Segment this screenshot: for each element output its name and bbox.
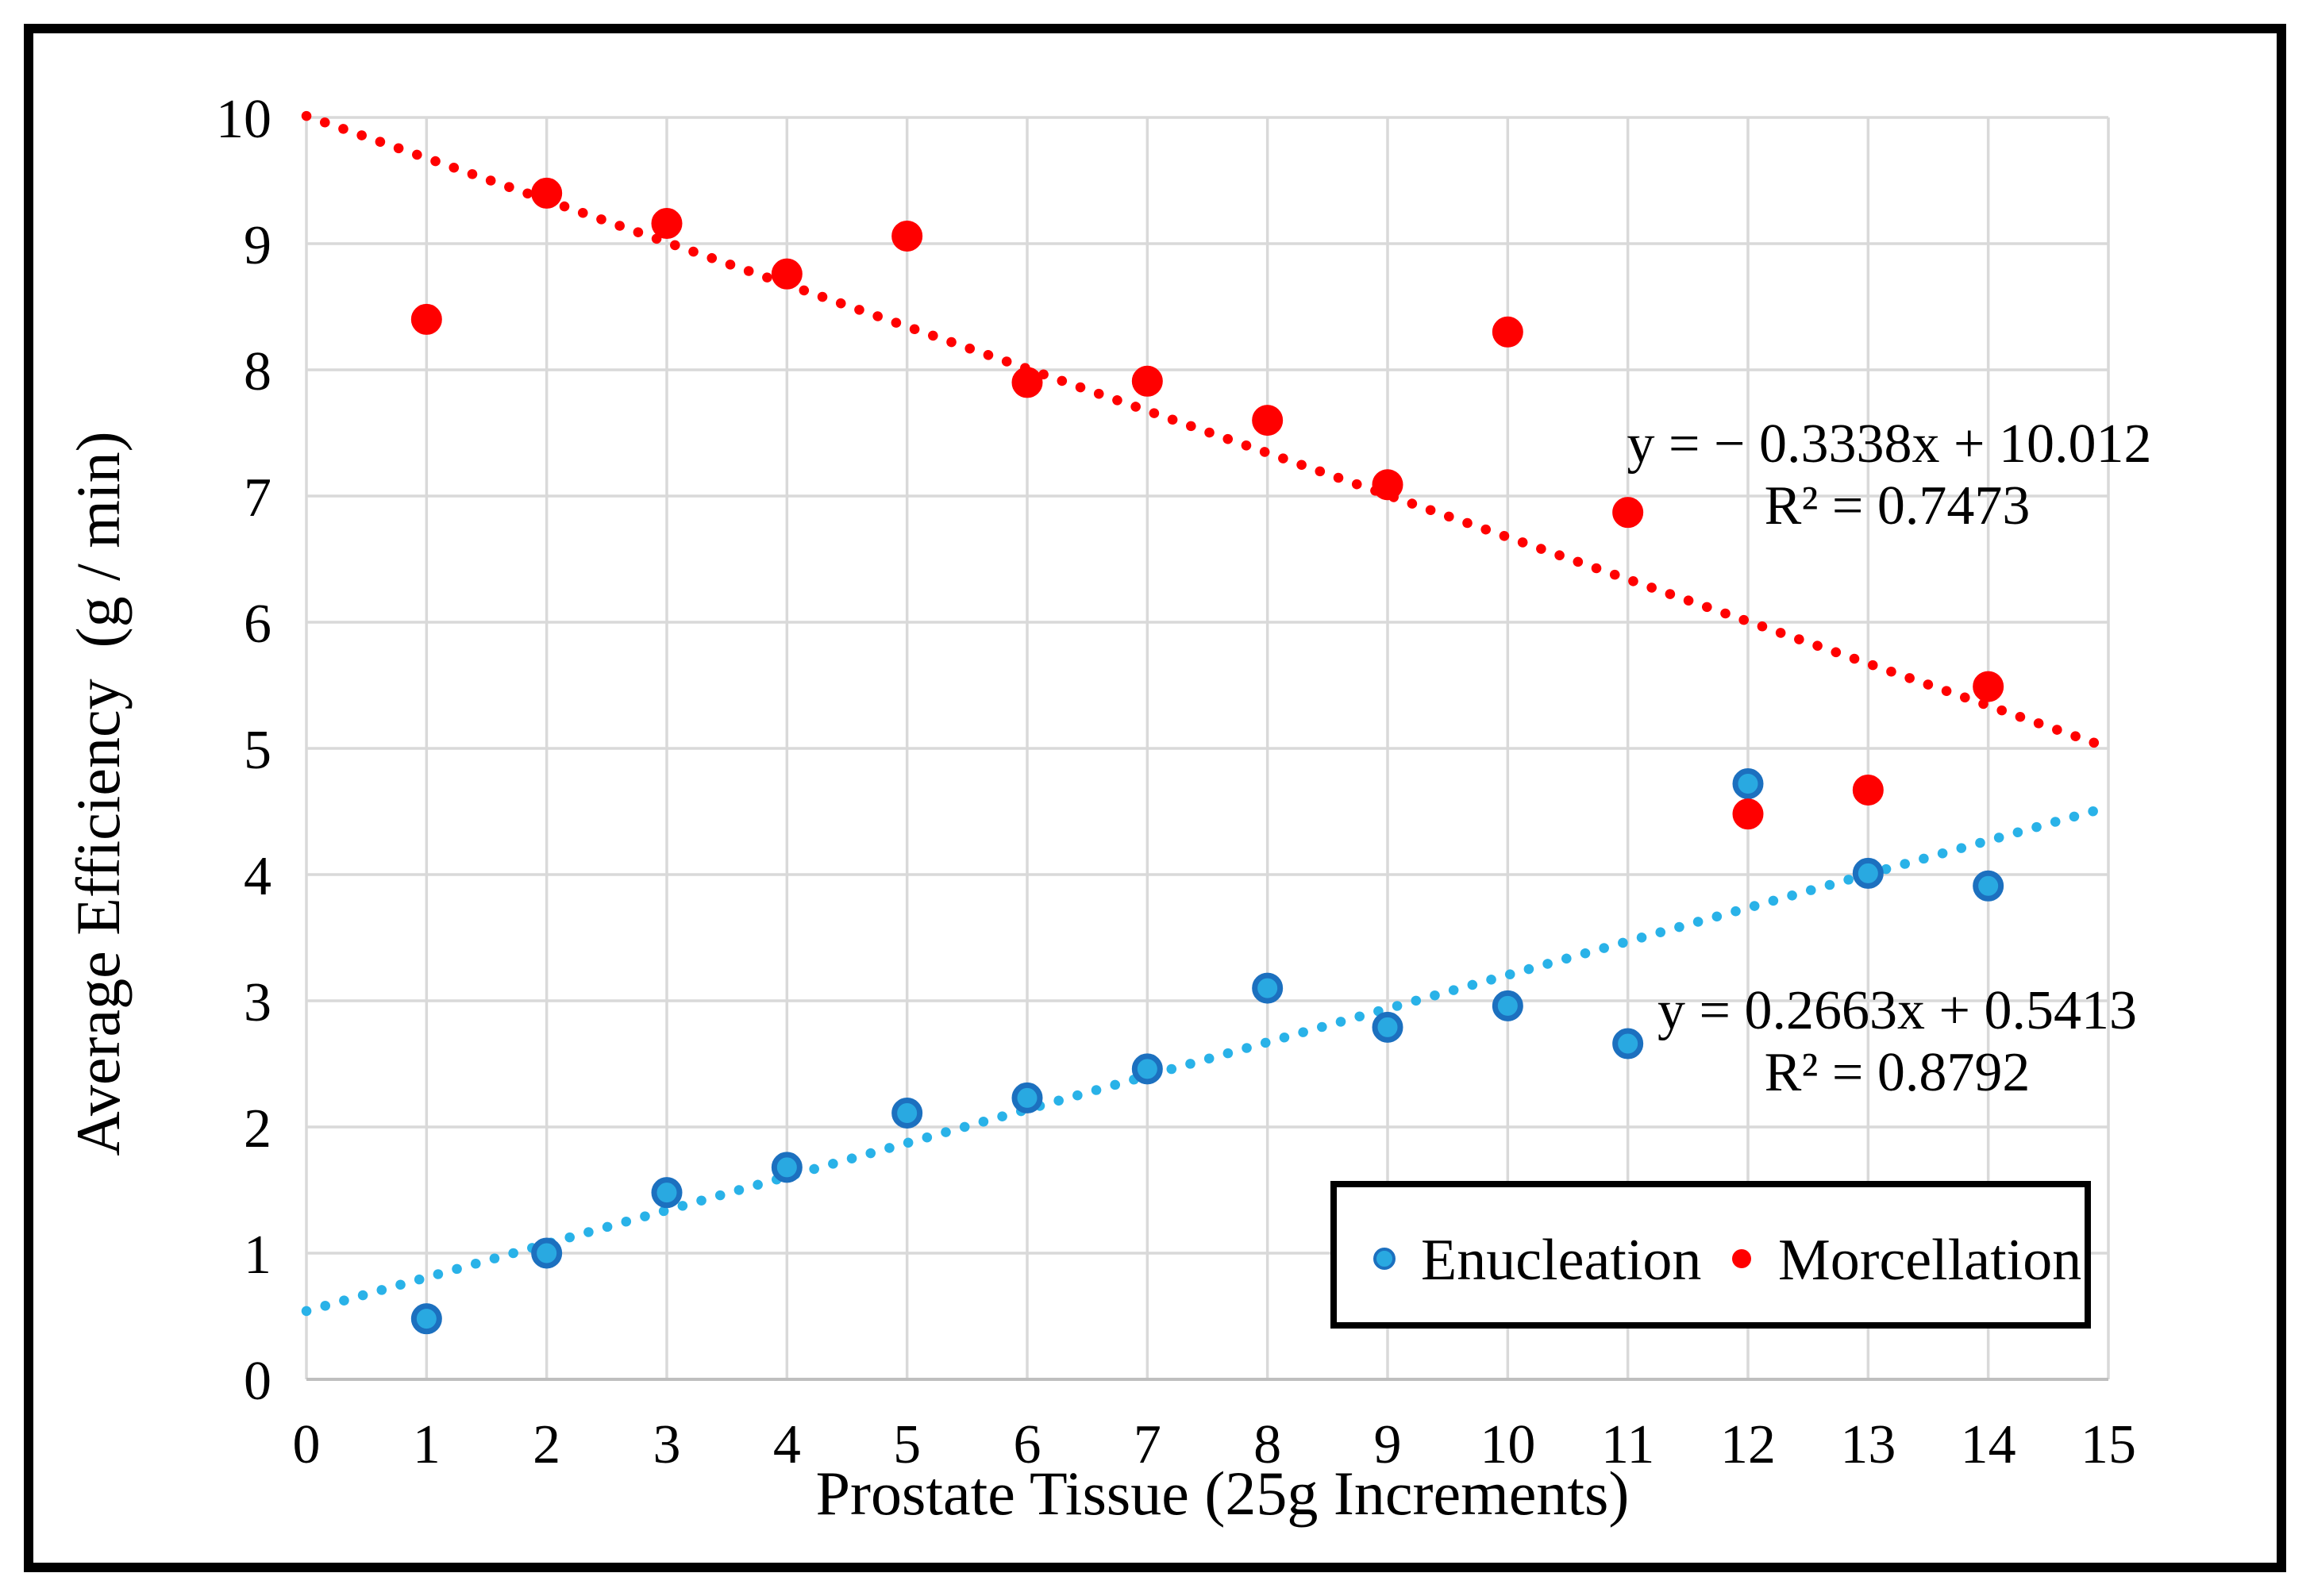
gridlines	[305, 116, 2110, 1381]
x-axis-title: Prostate Tissue (25g Increments)	[816, 1459, 1630, 1528]
equation-morcellation-r2: R² = 0.7473	[1765, 475, 2031, 536]
point-morcellation-x7	[1131, 365, 1163, 397]
equation-enucleation-line: y = 0.2663x + 0.5413	[1657, 980, 2137, 1041]
y-tick-label-10: 10	[216, 89, 271, 150]
point-enucleation-x2	[531, 1237, 563, 1269]
x-tick-label-15: 15	[2081, 1414, 2136, 1475]
point-morcellation-x11	[1612, 497, 1644, 529]
y-tick-label-5: 5	[244, 720, 271, 781]
point-morcellation-x10	[1492, 316, 1523, 348]
point-morcellation-x1	[410, 303, 442, 335]
x-tick-label-9: 9	[1373, 1414, 1401, 1475]
point-enucleation-x7	[1131, 1053, 1163, 1085]
equation-enucleation-r2: R² = 0.8792	[1765, 1042, 2031, 1103]
x-tick-label-10: 10	[1480, 1414, 1535, 1475]
y-tick-label-7: 7	[244, 467, 271, 529]
point-morcellation-x6	[1011, 367, 1043, 398]
point-morcellation-x9	[1372, 469, 1403, 501]
trendlines	[301, 110, 2114, 1317]
x-tick-label-3: 3	[653, 1414, 680, 1475]
y-tick-label-1: 1	[244, 1225, 271, 1286]
trendline-enucleation	[301, 802, 2114, 1317]
point-enucleation-x10	[1492, 990, 1523, 1021]
y-tick-label-9: 9	[244, 215, 271, 276]
legend-marker-morcellation-icon	[1732, 1249, 1751, 1268]
point-enucleation-x14	[1973, 870, 2004, 902]
point-morcellation-x12	[1732, 798, 1764, 830]
point-enucleation-x11	[1612, 1028, 1644, 1060]
point-enucleation-x8	[1252, 972, 1284, 1004]
point-enucleation-x3	[651, 1177, 683, 1209]
x-tick-label-2: 2	[533, 1414, 560, 1475]
legend-marker-enucleation-icon	[1373, 1248, 1396, 1270]
legend-box	[1330, 1181, 2091, 1329]
legend: Enucleation Morcellation	[1330, 1181, 2091, 1329]
point-morcellation-x8	[1252, 405, 1284, 436]
point-enucleation-x12	[1732, 768, 1764, 800]
y-tick-label-0: 0	[244, 1351, 271, 1412]
x-tick-label-11: 11	[1601, 1414, 1654, 1475]
point-morcellation-x5	[891, 220, 923, 252]
equation-morcellation: y = − 0.3338x + 10.012 R² = 0.7473	[1627, 413, 2152, 536]
x-tick-label-6: 6	[1013, 1414, 1041, 1475]
x-tick-label-8: 8	[1253, 1414, 1281, 1475]
point-morcellation-x13	[1852, 774, 1884, 806]
point-morcellation-x4	[771, 258, 803, 290]
point-morcellation-x2	[531, 177, 563, 209]
point-morcellation-x14	[1973, 671, 2004, 702]
legend-label-morcellation: Morcellation	[1778, 1228, 2081, 1293]
point-enucleation-x13	[1852, 857, 1884, 889]
point-enucleation-x5	[891, 1098, 923, 1129]
x-tick-label-14: 14	[1961, 1414, 2016, 1475]
point-morcellation-x3	[651, 208, 683, 240]
x-tick-label-4: 4	[773, 1414, 801, 1475]
x-tick-label-5: 5	[893, 1414, 921, 1475]
y-tick-label-8: 8	[244, 341, 271, 402]
figure-border	[24, 24, 2286, 1572]
x-tick-label-7: 7	[1134, 1414, 1161, 1475]
point-enucleation-x4	[771, 1152, 803, 1183]
legend-label-enucleation: Enucleation	[1421, 1228, 1701, 1293]
y-tick-label-4: 4	[244, 846, 271, 907]
data-points	[410, 177, 2004, 1335]
x-tick-label-12: 12	[1720, 1414, 1776, 1475]
y-tick-label-6: 6	[244, 594, 271, 655]
y-tick-label-2: 2	[244, 1098, 271, 1160]
equation-enucleation: y = 0.2663x + 0.5413 R² = 0.8792	[1657, 980, 2137, 1103]
point-enucleation-x6	[1011, 1082, 1043, 1113]
trendline-morcellation	[301, 110, 2114, 753]
x-tick-label-1: 1	[413, 1414, 441, 1475]
y-tick-label-3: 3	[244, 972, 271, 1033]
x-tick-label-0: 0	[293, 1414, 321, 1475]
equation-morcellation-line: y = − 0.3338x + 10.012	[1627, 413, 2152, 475]
point-enucleation-x9	[1372, 1011, 1403, 1043]
x-tick-label-13: 13	[1840, 1414, 1896, 1475]
point-enucleation-x1	[410, 1303, 442, 1335]
y-axis-title: Average Efficiency (g / min)	[64, 431, 133, 1156]
